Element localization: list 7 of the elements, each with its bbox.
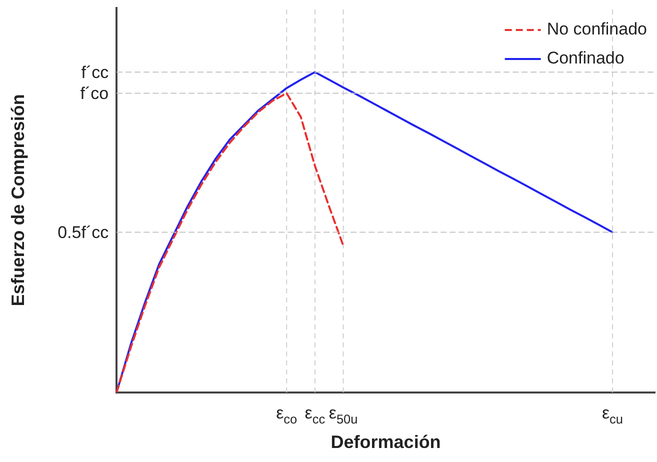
ref-line-label: f´co [80,84,109,104]
legend-label: No confinado [546,20,648,39]
y-axis-title: Esfuerzo de Compresión [8,94,28,306]
ref-line-label: f´cc [81,63,110,82]
ref-line-label: 0.5f´cc [58,223,110,242]
legend-label: Confinado [546,48,624,68]
x-axis-title: Deformación [330,432,441,452]
